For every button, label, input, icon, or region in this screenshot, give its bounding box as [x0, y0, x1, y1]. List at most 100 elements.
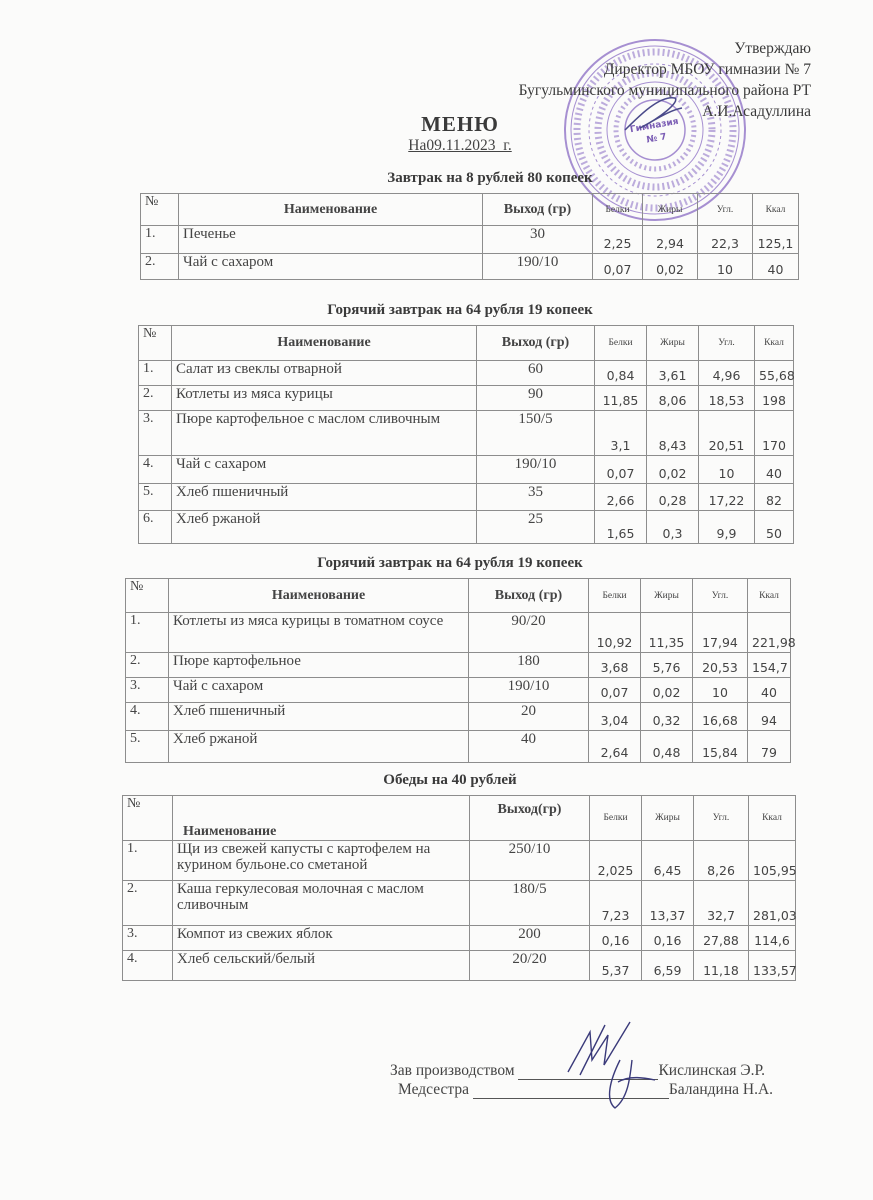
col-protein-cell: 3,04 — [588, 702, 641, 731]
col-name-cell: Чай с сахаром — [171, 455, 477, 484]
col-number-cell: 1. — [138, 360, 172, 386]
col-name-cell: Хлеб пшеничный — [168, 702, 469, 731]
col-name-cell: Пюре картофельное с маслом сливочным — [171, 410, 477, 456]
col-kcal-cell: 133,57 — [748, 950, 797, 981]
signature-role: Медсестра — [398, 1081, 469, 1098]
signature-line — [472, 1098, 669, 1099]
col-name-cell: Хлеб пшеничный — [171, 483, 477, 511]
col-kcal-cell: 114,6 — [748, 925, 796, 951]
menu-date: На09.11.2023_г. — [408, 137, 512, 154]
col-kcal-header: Ккал — [748, 795, 796, 841]
col-fat-cell: 6,45 — [641, 840, 694, 881]
handwritten-signatures — [567, 1021, 656, 1109]
col-kcal-cell: 221,98 — [747, 612, 796, 653]
col-fat-cell: 0,02 — [640, 677, 693, 703]
table-row: 6. Хлеб ржаной 25 1,65 0,3 9,9 50 — [138, 510, 794, 544]
col-kcal-cell: 125,1 — [752, 225, 799, 254]
section-title: Горячий завтрак на 64 рубля 19 копеек — [327, 302, 593, 318]
col-kcal-cell: 40 — [747, 677, 791, 703]
col-protein-cell: 0,07 — [594, 455, 647, 484]
col-fat-cell: 0,28 — [646, 483, 699, 511]
col-yield-cell: 150/5 — [476, 410, 595, 456]
col-kcal-header: Ккал — [752, 193, 799, 226]
col-name-header: Наименование — [171, 325, 477, 361]
col-name-cell: Хлеб ржаной — [171, 510, 477, 544]
approval-line: А.И.Асадуллина — [702, 103, 811, 120]
col-number-cell: 2. — [138, 385, 172, 411]
col-carbs-header: Угл. — [698, 325, 755, 361]
col-number-header: № — [138, 325, 172, 361]
col-carbs-cell: 10 — [697, 253, 753, 280]
table-row: 5. Хлеб пшеничный 35 2,66 0,28 17,22 82 — [138, 483, 794, 511]
director-signature — [624, 97, 683, 131]
col-kcal-cell: 50 — [754, 510, 794, 544]
col-name-cell: Компот из свежих яблок — [172, 925, 470, 951]
col-protein-cell: 2,25 — [592, 225, 643, 254]
menu-table: № Наименование Выход(гр) Белки Жиры Угл. Ккал 1… — [122, 795, 797, 981]
col-fat-cell: 0,32 — [640, 702, 693, 731]
approval-line: Директор МБОУ гимназии № 7 — [603, 61, 811, 78]
col-yield-cell: 190/10 — [476, 455, 595, 484]
col-yield-cell: 180 — [468, 652, 589, 678]
col-name-header: Наименование — [172, 795, 470, 841]
col-yield-cell: 35 — [476, 483, 595, 511]
col-number-cell: 4. — [122, 950, 173, 981]
col-number-cell: 2. — [125, 652, 169, 678]
col-yield-cell: 40 — [468, 730, 589, 763]
col-yield-cell: 20 — [468, 702, 589, 731]
table-row: 2. Котлеты из мяса курицы 90 11,85 8,06 18,53… — [138, 385, 794, 411]
col-kcal-header: Ккал — [747, 578, 791, 613]
col-protein-cell: 1,65 — [594, 510, 647, 544]
col-carbs-cell: 22,3 — [697, 225, 753, 254]
table-row: 1. Щи из свежей капусты с картофелем на к… — [122, 840, 797, 881]
col-kcal-cell: 40 — [752, 253, 799, 280]
col-name-cell: Каша геркулесовая молочная с маслом слив… — [172, 880, 470, 926]
table-row: 5. Хлеб ржаной 40 2,64 0,48 15,84 79 — [125, 730, 791, 763]
col-fat-cell: 0,48 — [640, 730, 693, 763]
col-carbs-cell: 11,18 — [693, 950, 749, 981]
table-row: 1. Салат из свеклы отварной 60 0,84 3,61 4,96… — [138, 360, 795, 386]
col-fat-cell: 8,43 — [646, 410, 699, 456]
col-protein-cell: 2,64 — [588, 730, 641, 763]
col-kcal-cell: 198 — [754, 385, 794, 411]
col-carbs-cell: 18,53 — [698, 385, 755, 411]
col-name-cell: Котлеты из мяса курицы — [171, 385, 477, 411]
signature-row-nurse: Медсестра Баландина Н.А. — [398, 1081, 773, 1099]
col-number-cell: 5. — [125, 730, 169, 763]
col-yield-header: Выход(гр) — [469, 795, 590, 841]
col-yield-cell: 20/20 — [469, 950, 590, 981]
col-fat-header: Жиры — [646, 325, 699, 361]
col-protein-cell: 0,07 — [588, 677, 641, 703]
col-protein-cell: 0,84 — [594, 360, 647, 386]
col-protein-cell: 0,16 — [589, 925, 642, 951]
menu-table: № Наименование Выход (гр) Белки Жиры Угл. Ккал… — [140, 193, 799, 280]
col-protein-cell: 11,85 — [594, 385, 647, 411]
signature-role: Зав производством — [390, 1062, 515, 1079]
col-name-header: Наименование — [168, 578, 469, 613]
col-fat-cell: 0,02 — [646, 455, 699, 484]
col-number-cell: 4. — [138, 455, 172, 484]
col-kcal-cell: 55,68 — [754, 360, 795, 386]
table-row: 2. Пюре картофельное 180 3,68 5,76 20,53 154,7 — [125, 652, 791, 678]
col-yield-cell: 190/10 — [482, 253, 593, 280]
signature-name: Кислинская Э.Р. — [658, 1062, 766, 1079]
col-yield-header: Выход (гр) — [482, 193, 593, 226]
col-kcal-cell: 82 — [754, 483, 794, 511]
col-number-cell: 1. — [122, 840, 173, 881]
table-row: 3. Пюре картофельное с маслом сливочным 15… — [138, 410, 794, 456]
col-kcal-cell: 105,95 — [748, 840, 797, 881]
col-protein-header: Белки — [588, 578, 641, 613]
col-name-cell: Щи из свежей капусты с картофелем на кур… — [172, 840, 470, 881]
col-number-cell: 5. — [138, 483, 172, 511]
col-number-cell: 3. — [138, 410, 172, 456]
table-header-row: № Наименование Выход (гр) Белки Жиры Угл. Ккал — [138, 325, 794, 361]
col-carbs-header: Угл. — [693, 795, 749, 841]
col-carbs-cell: 10 — [692, 677, 748, 703]
col-kcal-cell: 94 — [747, 702, 791, 731]
col-yield-cell: 190/10 — [468, 677, 589, 703]
col-yield-cell: 90/20 — [468, 612, 589, 653]
col-number-cell: 6. — [138, 510, 172, 544]
table-row: 2. Чай с сахаром 190/10 0,07 0,02 10 40 — [140, 253, 799, 280]
signature-line — [518, 1079, 659, 1080]
col-protein-cell: 3,1 — [594, 410, 647, 456]
